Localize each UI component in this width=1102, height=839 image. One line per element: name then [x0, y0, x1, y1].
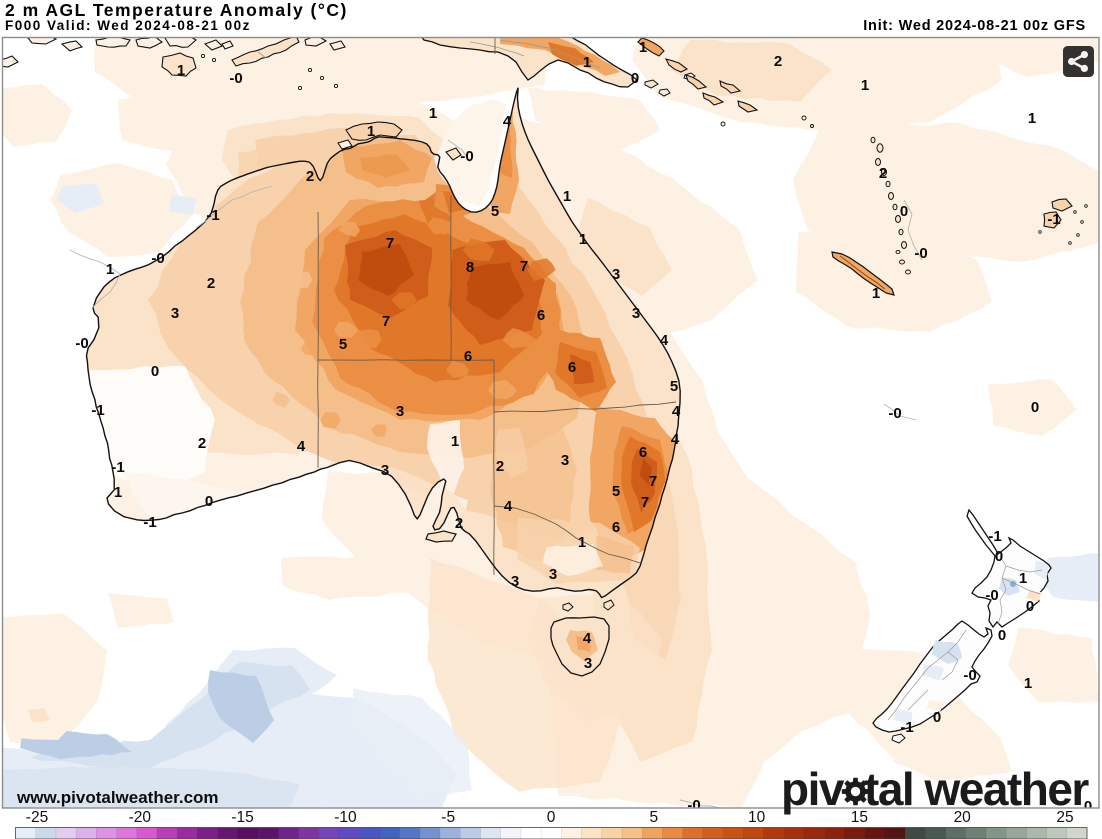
- svg-text:4: 4: [297, 438, 306, 455]
- svg-text:piv: piv: [781, 763, 845, 815]
- svg-text:1: 1: [872, 285, 880, 302]
- svg-text:6: 6: [568, 359, 576, 376]
- svg-text:3: 3: [561, 452, 569, 469]
- svg-text:0: 0: [631, 70, 639, 87]
- svg-text:1: 1: [861, 77, 869, 94]
- svg-text:1: 1: [1028, 110, 1036, 127]
- svg-text:3: 3: [511, 573, 519, 590]
- svg-text:1: 1: [367, 123, 375, 140]
- svg-text:1: 1: [578, 534, 586, 551]
- svg-text:3: 3: [612, 266, 620, 283]
- svg-text:0: 0: [900, 203, 908, 220]
- svg-text:3: 3: [632, 305, 640, 322]
- svg-text:-0: -0: [460, 148, 473, 165]
- svg-text:0: 0: [205, 493, 213, 510]
- svg-text:-15: -15: [231, 809, 253, 826]
- svg-text:2: 2: [879, 165, 887, 182]
- svg-text:-20: -20: [129, 809, 152, 826]
- svg-text:3: 3: [381, 462, 389, 479]
- svg-text:3: 3: [396, 403, 404, 420]
- svg-text:2: 2: [198, 435, 206, 452]
- svg-text:0: 0: [1031, 399, 1039, 416]
- svg-text:tal weather: tal weather: [864, 763, 1089, 815]
- svg-text:7: 7: [641, 494, 649, 511]
- svg-text:-1: -1: [143, 514, 156, 531]
- svg-text:4: 4: [503, 113, 512, 130]
- svg-text:1: 1: [1019, 570, 1027, 587]
- svg-text:-5: -5: [441, 809, 455, 826]
- svg-text:-25: -25: [26, 809, 48, 826]
- svg-text:0: 0: [933, 709, 941, 726]
- svg-text:6: 6: [612, 519, 620, 536]
- svg-text:-0: -0: [229, 70, 242, 87]
- svg-text:4: 4: [671, 431, 680, 448]
- svg-text:-0: -0: [75, 335, 88, 352]
- svg-text:0: 0: [1026, 598, 1034, 615]
- svg-text:1: 1: [114, 484, 122, 501]
- svg-text:7: 7: [382, 313, 390, 330]
- svg-text:7: 7: [649, 473, 657, 490]
- svg-text:7: 7: [520, 258, 528, 275]
- svg-text:0: 0: [995, 548, 1003, 565]
- svg-text:8: 8: [466, 259, 474, 276]
- svg-text:3: 3: [584, 655, 592, 672]
- svg-text:3: 3: [549, 566, 557, 583]
- svg-text:0: 0: [998, 627, 1006, 644]
- svg-text:1: 1: [451, 433, 459, 450]
- svg-text:3: 3: [171, 305, 179, 322]
- svg-text:-1: -1: [988, 528, 1001, 545]
- svg-text:0: 0: [151, 363, 159, 380]
- svg-text:0: 0: [1084, 798, 1092, 815]
- svg-text:1: 1: [579, 231, 587, 248]
- svg-text:4: 4: [672, 403, 681, 420]
- svg-text:1: 1: [177, 62, 185, 79]
- svg-text:-1: -1: [111, 459, 124, 476]
- svg-text:6: 6: [639, 444, 647, 461]
- svg-text:5: 5: [339, 336, 347, 353]
- svg-text:15: 15: [851, 809, 868, 826]
- svg-text:-1: -1: [206, 207, 219, 224]
- svg-text:-0: -0: [151, 250, 164, 267]
- svg-text:2: 2: [306, 168, 314, 185]
- svg-text:-0: -0: [888, 405, 901, 422]
- svg-text:6: 6: [464, 348, 472, 365]
- svg-text:2: 2: [496, 458, 504, 475]
- svg-text:1: 1: [429, 105, 437, 122]
- svg-text:1: 1: [106, 261, 114, 278]
- svg-text:1: 1: [563, 188, 571, 205]
- svg-text:6: 6: [537, 307, 545, 324]
- svg-text:7: 7: [386, 235, 394, 252]
- svg-text:2: 2: [774, 53, 782, 70]
- svg-text:1: 1: [583, 54, 591, 71]
- svg-text:www.pivotalweather.com: www.pivotalweather.com: [16, 788, 219, 807]
- svg-text:4: 4: [504, 498, 513, 515]
- svg-text:-0: -0: [963, 667, 976, 684]
- svg-text:5: 5: [612, 483, 620, 500]
- svg-text:-1: -1: [900, 719, 913, 736]
- svg-text:-10: -10: [334, 809, 357, 826]
- svg-text:5: 5: [670, 378, 678, 395]
- svg-text:-1: -1: [1047, 211, 1060, 228]
- svg-text:2: 2: [207, 275, 215, 292]
- svg-text:-0: -0: [985, 587, 998, 604]
- svg-text:4: 4: [583, 630, 592, 647]
- svg-text:-1: -1: [91, 402, 104, 419]
- svg-text:0: 0: [547, 809, 556, 826]
- svg-text:1: 1: [639, 39, 647, 56]
- svg-text:1: 1: [1024, 675, 1032, 692]
- svg-text:2: 2: [455, 515, 463, 532]
- svg-text:-0: -0: [914, 245, 927, 262]
- svg-text:5: 5: [491, 203, 499, 220]
- svg-text:20: 20: [954, 809, 972, 826]
- svg-text:5: 5: [649, 809, 658, 826]
- svg-text:-0: -0: [687, 797, 700, 814]
- svg-text:25: 25: [1056, 809, 1073, 826]
- svg-text:10: 10: [748, 809, 766, 826]
- svg-text:4: 4: [660, 332, 669, 349]
